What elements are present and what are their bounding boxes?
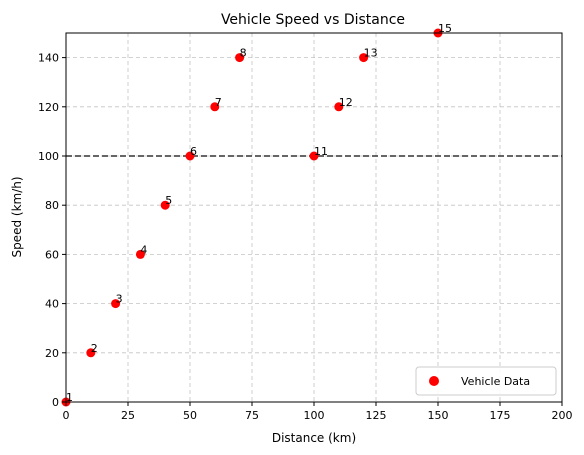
point-label: 11 bbox=[314, 145, 328, 158]
data-point bbox=[86, 348, 96, 358]
x-tick-label: 0 bbox=[63, 409, 70, 422]
x-tick-label: 150 bbox=[428, 409, 449, 422]
x-tick-label: 50 bbox=[183, 409, 197, 422]
point-label: 5 bbox=[165, 194, 172, 207]
y-axis-ticks: 0 20 40 60 80 100 120 140 bbox=[38, 52, 66, 409]
legend-box bbox=[415, 366, 557, 396]
y-tick-label: 0 bbox=[52, 396, 59, 409]
y-tick-label: 140 bbox=[38, 52, 59, 65]
x-axis-label: Distance (km) bbox=[272, 431, 356, 445]
y-tick-label: 40 bbox=[45, 298, 59, 311]
x-tick-label: 175 bbox=[490, 409, 511, 422]
x-tick-label: 125 bbox=[366, 409, 387, 422]
point-label: 12 bbox=[339, 96, 353, 109]
point-label: 3 bbox=[116, 293, 123, 306]
y-tick-label: 80 bbox=[45, 199, 59, 212]
x-tick-label: 200 bbox=[552, 409, 573, 422]
chart-title: Vehicle Speed vs Distance bbox=[221, 12, 405, 28]
point-label: 7 bbox=[215, 96, 222, 109]
y-tick-label: 100 bbox=[38, 150, 59, 163]
x-tick-label: 25 bbox=[121, 409, 135, 422]
data-point bbox=[111, 299, 121, 309]
legend: Vehicle Data bbox=[415, 366, 557, 396]
y-tick-label: 120 bbox=[38, 101, 59, 114]
data-points bbox=[61, 28, 443, 407]
data-point bbox=[210, 102, 220, 112]
grid bbox=[65, 33, 563, 403]
x-axis-ticks: 0 25 50 75 100 125 150 175 200 bbox=[63, 402, 573, 422]
point-label: 13 bbox=[364, 47, 378, 60]
data-point bbox=[135, 249, 145, 259]
point-label: 2 bbox=[91, 342, 98, 355]
data-point bbox=[334, 102, 344, 112]
point-label: 4 bbox=[140, 243, 147, 256]
y-tick-label: 60 bbox=[45, 248, 59, 261]
y-tick-label: 20 bbox=[45, 347, 59, 360]
x-tick-label: 100 bbox=[304, 409, 325, 422]
data-point bbox=[359, 53, 369, 63]
point-label: 6 bbox=[190, 145, 197, 158]
data-point bbox=[235, 53, 245, 63]
data-point bbox=[160, 200, 170, 210]
point-label: 15 bbox=[438, 22, 452, 35]
data-point bbox=[185, 151, 195, 161]
y-axis-label: Speed (km/h) bbox=[10, 176, 24, 257]
point-label: 1 bbox=[66, 391, 73, 404]
data-point bbox=[309, 151, 319, 161]
x-tick-label: 75 bbox=[245, 409, 259, 422]
legend-label: Vehicle Data bbox=[461, 375, 530, 388]
legend-marker bbox=[429, 376, 439, 386]
point-label: 8 bbox=[240, 47, 247, 60]
